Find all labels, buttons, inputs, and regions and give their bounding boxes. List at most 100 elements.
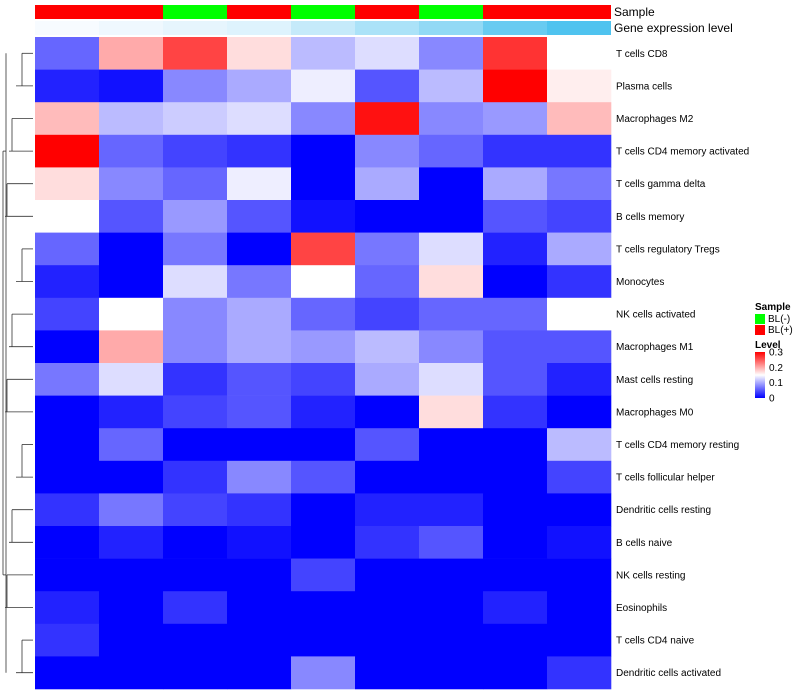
heatmap-cell (355, 591, 420, 625)
legend-title-level: Level (755, 340, 781, 351)
row-label: T cells CD4 memory resting (616, 440, 739, 451)
heatmap-cell (163, 200, 228, 233)
heatmap-cell (99, 232, 164, 266)
heatmap-cell (291, 37, 356, 70)
annotation-cell (227, 5, 291, 19)
row-label: T cells CD4 memory activated (616, 147, 749, 158)
heatmap-cell (291, 330, 356, 364)
heatmap-cell (355, 623, 420, 657)
row-label: B cells naive (616, 538, 673, 549)
heatmap-cell (35, 69, 100, 103)
heatmap-cell (483, 363, 548, 396)
heatmap-cell (419, 623, 484, 657)
heatmap-cell (163, 69, 228, 103)
row-label: Plasma cells (616, 81, 672, 92)
heatmap-cell (227, 460, 292, 494)
heatmap-cell (483, 395, 548, 429)
heatmap-cell (291, 167, 356, 201)
heatmap-cell (483, 265, 548, 299)
annotation-cell (483, 5, 547, 19)
annotation-cell (355, 21, 419, 35)
heatmap-cell (419, 591, 484, 625)
heatmap-cell (35, 395, 100, 429)
annotation-label: Gene expression level (614, 21, 733, 35)
heatmap-cell (483, 297, 548, 331)
heatmap-cell (419, 69, 484, 103)
heatmap-cell (163, 102, 228, 136)
heatmap-cell (355, 134, 420, 168)
heatmap-cell (547, 167, 612, 201)
heatmap-cell (419, 134, 484, 168)
heatmap-cell (163, 623, 228, 657)
heatmap-cell (419, 102, 484, 136)
heatmap-cell (99, 591, 164, 625)
heatmap-cell (419, 200, 484, 233)
heatmap-cell (227, 200, 292, 233)
heatmap-cell (547, 395, 612, 429)
heatmap-cell (99, 330, 164, 364)
heatmap-cell (291, 623, 356, 657)
heatmap-cell (227, 363, 292, 396)
row-label: NK cells activated (616, 310, 695, 321)
heatmap-cell (291, 134, 356, 168)
heatmap-cell (483, 200, 548, 233)
row-label: Macrophages M1 (616, 342, 694, 353)
heatmap-cell (99, 134, 164, 168)
heatmap-cell (227, 428, 292, 462)
heatmap-cell (355, 428, 420, 462)
heatmap-cell (291, 591, 356, 625)
heatmap-cell (419, 232, 484, 266)
heatmap-cell (419, 656, 484, 690)
heatmap-cell (483, 656, 548, 690)
heatmap-cell (227, 167, 292, 201)
annotation-label: Sample (614, 5, 655, 19)
heatmap-cell (355, 363, 420, 396)
legend-label: BL(+) (768, 325, 793, 336)
heatmap-cell (547, 134, 612, 168)
row-label: NK cells resting (616, 570, 685, 581)
heatmap-cell (291, 363, 356, 396)
annotation-cell (291, 21, 355, 35)
annotation-cell (547, 5, 611, 19)
heatmap-cell (35, 363, 100, 396)
heatmap-cell (291, 656, 356, 690)
heatmap-cell (483, 232, 548, 266)
heatmap-cell (419, 330, 484, 364)
heatmap-cell (99, 493, 164, 527)
heatmap-cell (99, 656, 164, 690)
heatmap-cell (291, 265, 356, 299)
row-label: Monocytes (616, 277, 664, 288)
heatmap-cell (419, 526, 484, 559)
row-label: T cells CD4 naive (616, 636, 695, 647)
heatmap-cell (163, 493, 228, 527)
heatmap-cell (547, 232, 612, 266)
legend-title-sample: Sample (755, 302, 791, 313)
heatmap-cell (355, 265, 420, 299)
heatmap-cell (227, 526, 292, 559)
row-label: B cells memory (616, 212, 684, 223)
level-tick-label: 0.1 (769, 378, 783, 389)
heatmap-cell (35, 526, 100, 559)
heatmap-cell (227, 330, 292, 364)
heatmap-cell (291, 297, 356, 331)
heatmap-cell (483, 623, 548, 657)
legend-swatch (755, 325, 765, 335)
heatmap-cell (355, 167, 420, 201)
heatmap-cell (163, 395, 228, 429)
heatmap-cell (419, 428, 484, 462)
heatmap-cell (547, 428, 612, 462)
heatmap-cell (35, 167, 100, 201)
heatmap-cell (355, 493, 420, 527)
level-colorbar (755, 352, 765, 398)
heatmap-cell (483, 591, 548, 625)
row-label: T cells regulatory Tregs (616, 244, 720, 255)
heatmap-cell (419, 167, 484, 201)
heatmap-cell (163, 460, 228, 494)
heatmap-cell (355, 200, 420, 233)
row-label: Dendritic cells resting (616, 505, 711, 516)
heatmap-cell (291, 69, 356, 103)
heatmap-cell (291, 493, 356, 527)
heatmap-cell (163, 526, 228, 559)
heatmap-cell (163, 363, 228, 396)
annotation-cell (355, 5, 419, 19)
